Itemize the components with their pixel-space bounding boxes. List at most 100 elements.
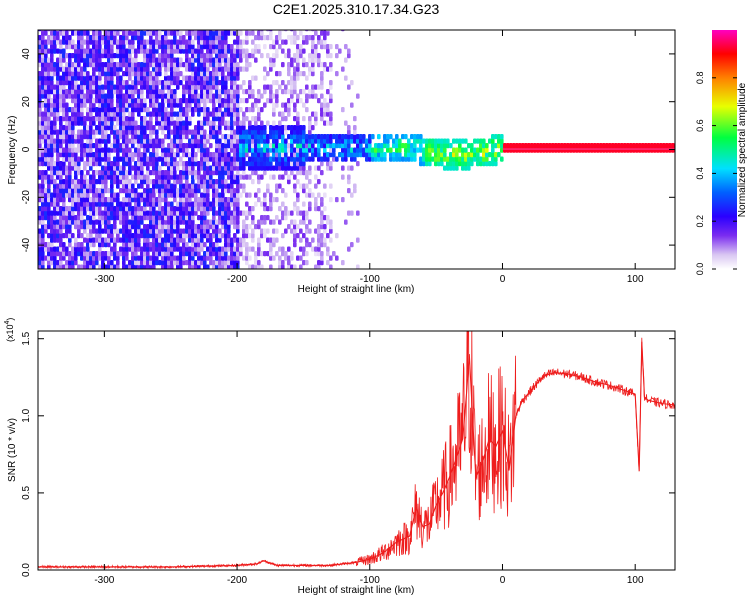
heatmap-cell — [326, 251, 330, 257]
heatmap-cell — [257, 237, 261, 243]
heatmap-cell — [323, 237, 327, 243]
heatmap-cell — [257, 143, 261, 149]
heatmap-cell — [95, 260, 99, 266]
heatmap-cell — [281, 188, 285, 194]
heatmap-cell — [221, 84, 225, 90]
heatmap-cell — [113, 143, 117, 149]
heatmap-cell — [290, 80, 294, 86]
heatmap-cell — [125, 62, 129, 68]
heatmap-cell — [44, 170, 48, 176]
heatmap-cell — [200, 71, 204, 77]
heatmap-cell — [227, 134, 231, 140]
heatmap-cell — [59, 39, 63, 45]
heatmap-cell — [272, 156, 276, 162]
heatmap-cell — [236, 201, 240, 207]
heatmap-cell — [122, 129, 126, 135]
heatmap-cell — [245, 39, 249, 45]
y-tick-label: 20 — [21, 96, 32, 108]
heatmap-cell — [263, 152, 267, 158]
heatmap-cell — [251, 107, 255, 113]
heatmap-cell — [164, 188, 168, 194]
heatmap-cell — [179, 246, 183, 252]
heatmap-cell — [38, 120, 42, 126]
heatmap-cell — [224, 143, 228, 149]
heatmap-cell — [275, 98, 279, 104]
heatmap-cell — [272, 57, 276, 63]
heatmap-cell — [131, 210, 135, 216]
heatmap-cell — [95, 210, 99, 216]
heatmap-cell — [158, 237, 162, 243]
heatmap-cell — [38, 215, 42, 221]
heatmap-cell — [137, 93, 141, 99]
heatmap-cell — [86, 206, 90, 212]
heatmap-cell — [182, 242, 186, 248]
heatmap-cell — [467, 161, 471, 167]
heatmap-cell — [506, 143, 510, 149]
heatmap-cell — [86, 30, 90, 36]
heatmap-cell — [221, 143, 225, 149]
heatmap-cell — [290, 39, 294, 45]
heatmap-cell — [92, 116, 96, 122]
heatmap-cell — [230, 251, 234, 257]
heatmap-cell — [251, 134, 255, 140]
heatmap-cell — [308, 192, 312, 198]
heatmap-cell — [137, 219, 141, 225]
heatmap-cell — [278, 260, 282, 266]
heatmap-cell — [98, 111, 102, 117]
heatmap-cell — [239, 129, 243, 135]
heatmap-cell — [269, 197, 273, 203]
heatmap-cell — [137, 260, 141, 266]
heatmap-cell — [59, 233, 63, 239]
heatmap-cell — [104, 156, 108, 162]
heatmap-cell — [95, 62, 99, 68]
heatmap-cell — [110, 224, 114, 230]
heatmap-cell — [242, 210, 246, 216]
heatmap-cell — [77, 107, 81, 113]
heatmap-cell — [122, 116, 126, 122]
heatmap-cell — [326, 161, 330, 167]
heatmap-cell — [152, 44, 156, 50]
heatmap-cell — [41, 62, 45, 68]
heatmap-cell — [488, 152, 492, 158]
heatmap-cell — [317, 143, 321, 149]
heatmap-cell — [191, 188, 195, 194]
heatmap-cell — [236, 107, 240, 113]
heatmap-cell — [176, 71, 180, 77]
heatmap-cell — [38, 39, 42, 45]
heatmap-cell — [107, 134, 111, 140]
heatmap-cell — [266, 53, 270, 59]
heatmap-cell — [41, 255, 45, 261]
heatmap-cell — [122, 143, 126, 149]
heatmap-cell — [242, 134, 246, 140]
heatmap-cell — [347, 134, 351, 140]
heatmap-cell — [50, 161, 54, 167]
heatmap-cell — [146, 71, 150, 77]
heatmap-cell — [62, 161, 66, 167]
heatmap-cell — [206, 75, 210, 81]
heatmap-cell — [53, 210, 57, 216]
heatmap-cell — [83, 264, 87, 269]
heatmap-cell — [176, 210, 180, 216]
heatmap-cell — [98, 138, 102, 144]
heatmap-cell — [161, 255, 165, 261]
heatmap-cell — [209, 120, 213, 126]
heatmap-cell — [167, 102, 171, 108]
heatmap-cell — [83, 192, 87, 198]
heatmap-cell — [38, 138, 42, 144]
heatmap-cell — [107, 224, 111, 230]
heatmap-cell — [86, 251, 90, 257]
heatmap-cell — [62, 84, 66, 90]
heatmap-cell — [296, 44, 300, 50]
heatmap-cell — [173, 129, 177, 135]
heatmap-cell — [251, 237, 255, 243]
heatmap-cell — [335, 156, 339, 162]
heatmap-cell — [56, 116, 60, 122]
heatmap-cell — [224, 125, 228, 131]
heatmap-cell — [38, 143, 42, 149]
heatmap-cell — [197, 170, 201, 176]
heatmap-cell — [239, 84, 243, 90]
heatmap-cell — [155, 120, 159, 126]
heatmap-cell — [122, 242, 126, 248]
heatmap-cell — [164, 147, 168, 153]
heatmap-cell — [113, 107, 117, 113]
